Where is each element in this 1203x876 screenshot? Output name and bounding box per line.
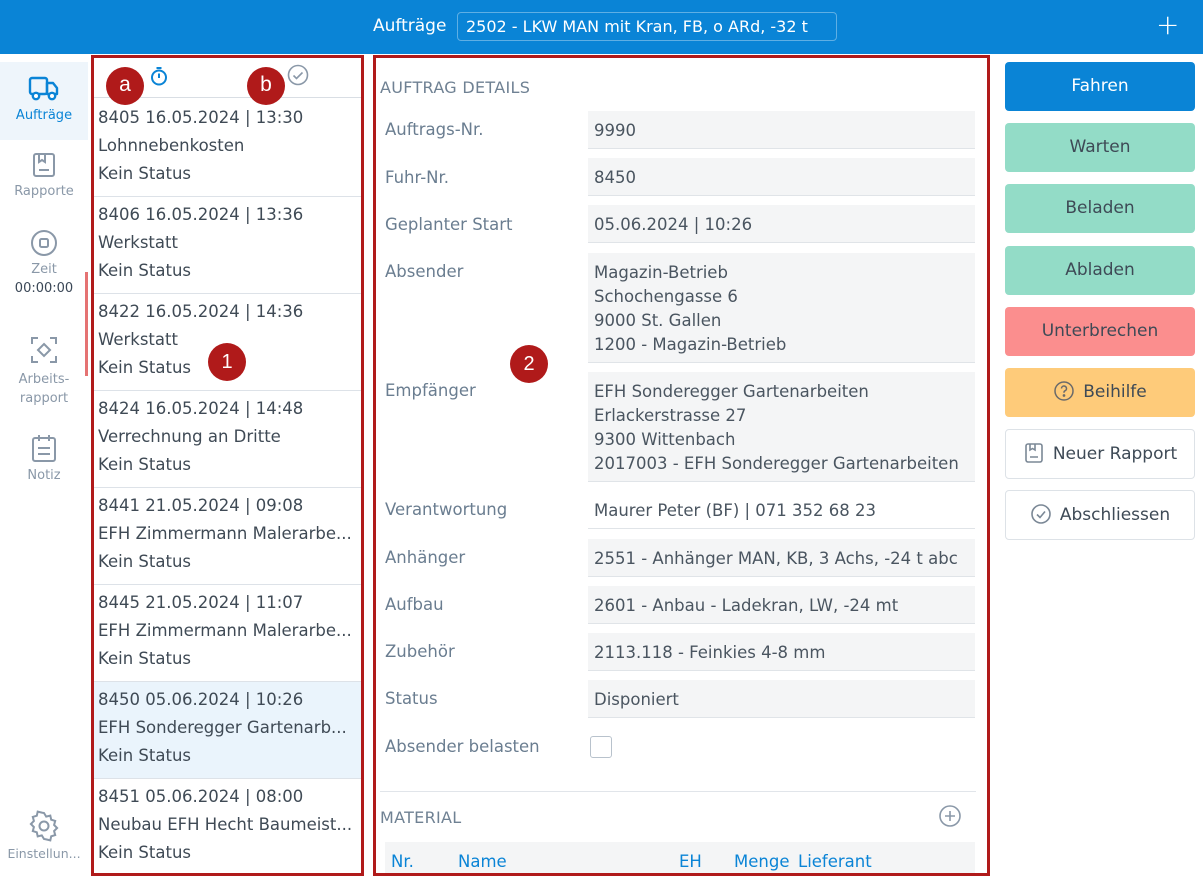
order-list-item[interactable]: 8424 16.05.2024 | 14:48 Verrechnung an D… [94, 391, 362, 488]
nav-label-auftraege: Aufträge [15, 108, 73, 123]
zeit-indicator [85, 272, 88, 376]
annotation-badge-1: 1 [208, 343, 246, 381]
value-absender: Magazin-Betrieb Schochengasse 6 9000 St.… [588, 253, 975, 363]
help-circle-icon [1054, 380, 1074, 401]
value-empfaenger: EFH Sonderegger Gartenarbeiten Erlackers… [588, 372, 975, 482]
annotation-frame-list [91, 55, 364, 876]
annotation-badge-2: 2 [510, 345, 548, 383]
top-bar: Aufträge 2502 - LKW MAN mit Kran, FB, o … [0, 0, 1203, 54]
focus-icon [31, 337, 57, 363]
annotation-frame-details [373, 55, 990, 876]
details-section-title: AUFTRAG DETAILS [380, 78, 531, 97]
report-icon [1025, 442, 1043, 463]
label-geplanter-start: Geplanter Start [385, 215, 513, 234]
value-verantwortung: Maurer Peter (BF) | 071 352 68 23 [588, 491, 975, 529]
order-list-item[interactable]: 8445 21.05.2024 | 11:07 EFH Zimmermann M… [94, 585, 362, 682]
order-list: 8405 16.05.2024 | 13:30 Lohnnebenkosten … [94, 58, 362, 874]
col-menge[interactable]: Menge [734, 852, 790, 871]
nav-label-rapporte: Rapporte [14, 184, 74, 199]
value-aufbau: 2601 - Anbau - Ladekran, LW, -24 mt [588, 586, 975, 624]
order-list-item[interactable]: 8441 21.05.2024 | 09:08 EFH Zimmermann M… [94, 488, 362, 585]
timer-icon[interactable] [149, 66, 169, 86]
col-lieferant[interactable]: Lieferant [798, 852, 872, 871]
label-aufbau: Aufbau [385, 595, 444, 614]
divider [380, 791, 976, 792]
label-empfaenger: Empfänger [385, 381, 476, 400]
col-name[interactable]: Name [458, 852, 507, 871]
order-list-item[interactable]: 8422 16.05.2024 | 14:36 Werkstatt Kein S… [94, 294, 362, 391]
label-zubehoer: Zubehör [385, 642, 455, 661]
order-list-item-selected[interactable]: 8450 05.06.2024 | 10:26 EFH Sonderegger … [94, 682, 362, 779]
neuer-rapport-label: Neuer Rapport [1052, 444, 1178, 464]
page-title: Aufträge [373, 16, 447, 36]
annotation-badge-a: a [106, 67, 144, 105]
beihilfe-label: Beihilfe [1083, 382, 1147, 402]
order-list-header [94, 58, 362, 98]
absender-belasten-checkbox[interactable] [590, 736, 612, 758]
zeit-timer: 00:00:00 [14, 281, 74, 296]
nav-item-einstellungen[interactable]: Einstellun... [0, 808, 88, 872]
beladen-button[interactable]: Beladen [1005, 184, 1195, 233]
check-circle-icon [1031, 503, 1051, 524]
unterbrechen-button[interactable]: Unterbrechen [1005, 307, 1195, 356]
nav-label-einstellungen: Einstellun... [7, 846, 81, 861]
absender-line: 9000 St. Gallen [594, 311, 722, 330]
label-absender-belasten: Absender belasten [385, 737, 540, 756]
col-nr[interactable]: Nr. [391, 852, 414, 871]
order-list-item[interactable]: 8406 16.05.2024 | 13:36 Werkstatt Kein S… [94, 197, 362, 294]
order-details: AUFTRAG DETAILS Auftrags-Nr. 9990 Fuhr-N… [378, 58, 988, 874]
label-anhaenger: Anhänger [385, 548, 466, 567]
col-eh[interactable]: EH [679, 852, 702, 871]
value-status: Disponiert [588, 680, 975, 718]
fahren-button[interactable]: Fahren [1005, 62, 1195, 111]
gear-icon [29, 810, 59, 842]
annotation-badge-b: b [247, 67, 285, 105]
empfaenger-line: 2017003 - EFH Sonderegger Gartenarbeiten [594, 454, 959, 473]
nav-item-arbeitsrapport[interactable]: Arbeits- rapport [0, 332, 88, 412]
value-anhaenger: 2551 - Anhänger MAN, KB, 3 Achs, -24 t a… [588, 539, 975, 577]
nav-label-notiz: Notiz [27, 468, 61, 483]
notes-icon [32, 435, 56, 462]
label-auftrags-nr: Auftrags-Nr. [385, 120, 484, 139]
absender-line: Schochengasse 6 [594, 287, 738, 306]
nav-item-auftraege[interactable]: Aufträge [0, 62, 88, 140]
abschliessen-label: Abschliessen [1059, 505, 1171, 525]
vehicle-selector[interactable]: 2502 - LKW MAN mit Kran, FB, o ARd, -32 … [457, 12, 837, 41]
side-nav: Aufträge Rapporte Zeit 00:00:00 Arbeits-… [0, 54, 88, 876]
value-fuhr-nr: 8450 [588, 158, 975, 196]
empfaenger-line: 9300 Wittenbach [594, 430, 736, 449]
stop-circle-icon [31, 230, 57, 256]
nav-label-zeit: Zeit [31, 262, 57, 277]
add-material-icon[interactable] [938, 804, 962, 828]
empfaenger-line: Erlackerstrasse 27 [594, 406, 747, 425]
absender-line: Magazin-Betrieb [594, 263, 728, 282]
value-geplanter-start: 05.06.2024 | 10:26 [588, 205, 975, 243]
report-icon [33, 153, 55, 177]
absender-line: 1200 - Magazin-Betrieb [594, 335, 787, 354]
truck-icon [28, 76, 59, 101]
abladen-button[interactable]: Abladen [1005, 246, 1195, 295]
empfaenger-line: EFH Sonderegger Gartenarbeiten [594, 382, 869, 401]
material-table-header: Nr. Name EH Menge Lieferant [385, 842, 975, 874]
value-auftrags-nr: 9990 [588, 111, 975, 149]
nav-label-arbeitsrapport-2: rapport [19, 391, 69, 406]
label-absender: Absender [385, 262, 464, 281]
nav-item-zeit[interactable]: Zeit 00:00:00 [0, 226, 88, 316]
order-list-item[interactable]: 8405 16.05.2024 | 13:30 Lohnnebenkosten … [94, 100, 362, 197]
nav-label-arbeitsrapport-1: Arbeits- [18, 372, 70, 387]
material-section-title: MATERIAL [380, 808, 462, 827]
beihilfe-button[interactable]: Beihilfe [1005, 368, 1195, 417]
abschliessen-button[interactable]: Abschliessen [1005, 490, 1195, 540]
value-zubehoer: 2113.118 - Feinkies 4-8 mm [588, 633, 975, 671]
nav-item-rapporte[interactable]: Rapporte [0, 148, 88, 214]
check-circle-icon[interactable] [287, 64, 309, 86]
label-status: Status [385, 689, 438, 708]
plus-icon[interactable]: + [1156, 8, 1180, 41]
label-fuhr-nr: Fuhr-Nr. [385, 168, 450, 187]
nav-item-notiz[interactable]: Notiz [0, 430, 88, 496]
label-verantwortung: Verantwortung [385, 500, 508, 519]
neuer-rapport-button[interactable]: Neuer Rapport [1005, 429, 1195, 479]
warten-button[interactable]: Warten [1005, 123, 1195, 172]
